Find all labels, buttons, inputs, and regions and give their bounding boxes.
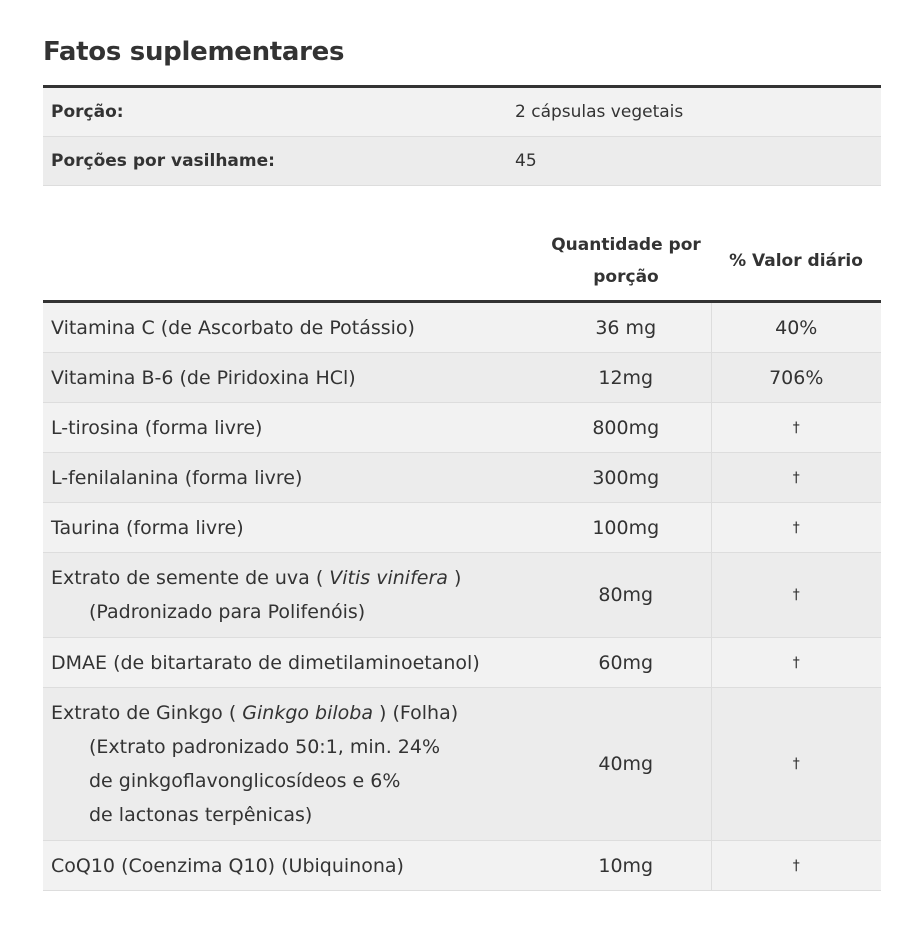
serving-table: Porção: 2 cápsulas vegetais Porções por v… (43, 85, 881, 186)
nutrient-row: CoQ10 (Coenzima Q10) (Ubiquinona) 10mg † (43, 840, 881, 891)
nutrient-row: Vitamina C (de Ascorbato de Potássio) 36 … (43, 301, 881, 353)
nutrient-name: DMAE (de bitartarato de dimetilaminoetan… (43, 637, 541, 688)
nutrient-table: Quantidade por porção % Valor diário Vit… (43, 222, 881, 891)
servings-per-container-row: Porções por vasilhame: 45 (43, 136, 881, 186)
nutrient-name: Extrato de semente de uva ( Vitis vinife… (43, 552, 541, 638)
nutrient-name: Vitamina B-6 (de Piridoxina HCl) (43, 352, 541, 403)
nutrient-name: Extrato de Ginkgo ( Ginkgo biloba ) (Fol… (43, 687, 541, 841)
nutrient-dv: † (710, 687, 881, 841)
nutrient-dv: † (710, 402, 881, 453)
servings-value: 45 (507, 136, 881, 186)
nutrient-row: Extrato de Ginkgo ( Ginkgo biloba ) (Fol… (43, 687, 881, 841)
nutrient-amount: 10mg (541, 840, 711, 891)
nutrient-dv: 40% (710, 301, 881, 353)
nutrient-row: Extrato de semente de uva ( Vitis vinife… (43, 552, 881, 638)
dv-header: % Valor diário (711, 222, 881, 303)
serving-row: Porção: 2 cápsulas vegetais (43, 86, 881, 137)
serving-label: Porção: (43, 86, 507, 137)
nutrient-amount: 12mg (541, 352, 711, 403)
nutrient-dv: 706% (710, 352, 881, 403)
nutrient-row: Taurina (forma livre) 100mg † (43, 502, 881, 553)
amount-header: Quantidade por porção (541, 222, 711, 303)
nutrient-amount: 40mg (541, 687, 711, 841)
nutrient-amount: 60mg (541, 637, 711, 688)
nutrient-amount: 100mg (541, 502, 711, 553)
nutrient-dv: † (710, 552, 881, 638)
nutrient-dv: † (710, 452, 881, 503)
nutrient-name: Taurina (forma livre) (43, 502, 541, 553)
nutrient-amount: 36 mg (541, 301, 711, 353)
nutrient-amount: 800mg (541, 402, 711, 453)
name-header (43, 222, 541, 303)
nutrient-name: L-tirosina (forma livre) (43, 402, 541, 453)
nutrient-amount: 80mg (541, 552, 711, 638)
nutrient-dv: † (710, 502, 881, 553)
nutrient-row: DMAE (de bitartarato de dimetilaminoetan… (43, 637, 881, 688)
nutrient-dv: † (710, 840, 881, 891)
nutrient-row: Vitamina B-6 (de Piridoxina HCl) 12mg 706% (43, 352, 881, 403)
nutrient-row: L-tirosina (forma livre) 800mg † (43, 402, 881, 453)
nutrient-dv: † (710, 637, 881, 688)
nutrient-row: L-fenilalanina (forma livre) 300mg † (43, 452, 881, 503)
nutrient-name: CoQ10 (Coenzima Q10) (Ubiquinona) (43, 840, 541, 891)
page-title: Fatos suplementares (43, 37, 345, 67)
nutrient-name: Vitamina C (de Ascorbato de Potássio) (43, 301, 541, 353)
serving-value: 2 cápsulas vegetais (507, 86, 881, 137)
nutrient-amount: 300mg (541, 452, 711, 503)
nutrient-name: L-fenilalanina (forma livre) (43, 452, 541, 503)
servings-label: Porções por vasilhame: (43, 136, 507, 186)
